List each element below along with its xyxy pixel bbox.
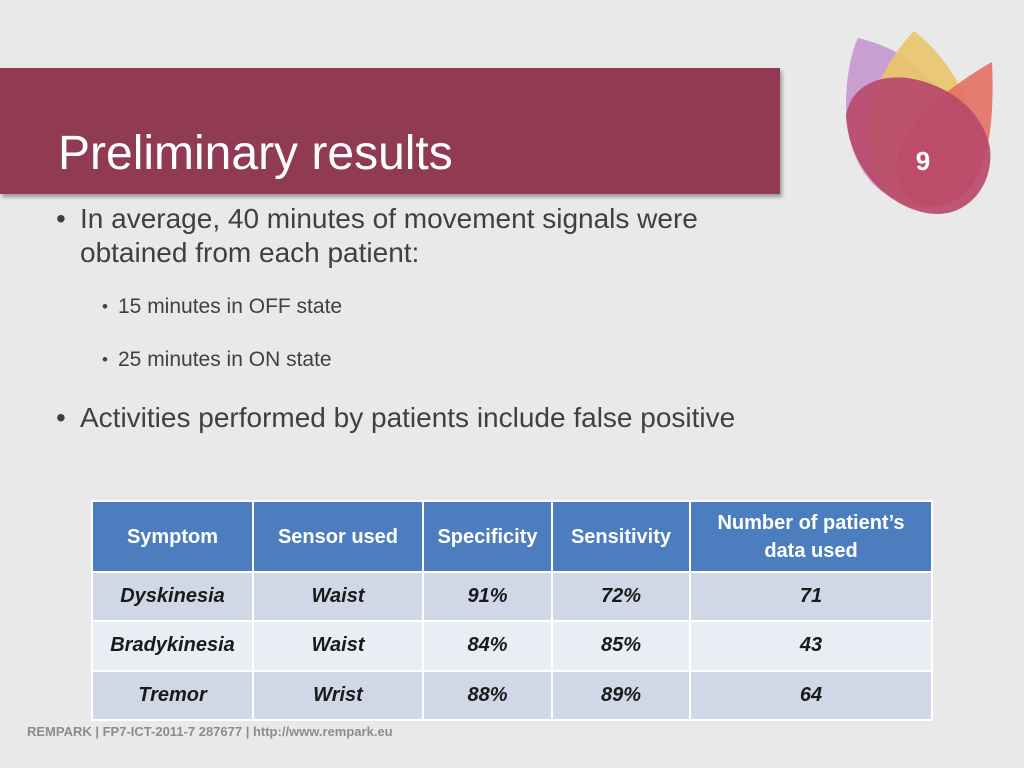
bullet-icon: • bbox=[102, 297, 108, 316]
table-header-row: Symptom Sensor used Specificity Sensitiv… bbox=[91, 500, 933, 573]
table-cell: 85% bbox=[551, 620, 691, 672]
table-row: Tremor Wrist 88% 89% 64 bbox=[91, 669, 933, 722]
table-cell: 88% bbox=[422, 669, 553, 722]
slide-title: Preliminary results bbox=[58, 127, 453, 180]
table-cell: 71 bbox=[689, 570, 933, 623]
table-cell: Waist bbox=[252, 570, 424, 623]
sub-bullet-text: 15 minutes in OFF state bbox=[118, 295, 343, 318]
column-header-specificity: Specificity bbox=[422, 500, 553, 573]
bullet-text: Activities performed by patients include… bbox=[80, 402, 736, 433]
table-cell: 72% bbox=[551, 570, 691, 623]
table-cell: 64 bbox=[689, 669, 933, 722]
sub-bullet-item: • 25 minutes in ON state bbox=[102, 347, 796, 373]
table-row: Bradykinesia Waist 84% 85% 43 bbox=[91, 620, 933, 672]
title-band: Preliminary results bbox=[0, 68, 780, 194]
table-row: Dyskinesia Waist 91% 72% 71 bbox=[91, 570, 933, 623]
table-cell: Bradykinesia bbox=[91, 620, 254, 672]
table-cell: Tremor bbox=[91, 669, 254, 722]
table-cell: Waist bbox=[252, 620, 424, 672]
petal-logo-icon bbox=[846, 31, 993, 214]
table-cell: Dyskinesia bbox=[91, 570, 254, 623]
column-header-symptom: Symptom bbox=[91, 500, 254, 573]
column-header-patients: Number of patient’s data used bbox=[689, 500, 933, 573]
bullet-text: In average, 40 minutes of movement signa… bbox=[80, 203, 698, 268]
bullet-item: • In average, 40 minutes of movement sig… bbox=[56, 202, 796, 270]
sub-bullet-item: • 15 minutes in OFF state bbox=[102, 294, 796, 320]
footer-text: REMPARK | FP7-ICT-2011-7 287677 | http:/… bbox=[27, 724, 393, 739]
table-cell: Wrist bbox=[252, 669, 424, 722]
sub-bullet-text: 25 minutes in ON state bbox=[118, 348, 332, 371]
table-cell: 91% bbox=[422, 570, 553, 623]
results-table: Symptom Sensor used Specificity Sensitiv… bbox=[91, 500, 933, 722]
column-header-sensitivity: Sensitivity bbox=[551, 500, 691, 573]
table-cell: 84% bbox=[422, 620, 553, 672]
bullet-icon: • bbox=[56, 402, 66, 433]
column-header-sensor: Sensor used bbox=[252, 500, 424, 573]
table-cell: 89% bbox=[551, 669, 691, 722]
table-cell: 43 bbox=[689, 620, 933, 672]
bullet-icon: • bbox=[56, 203, 66, 234]
bullet-list: • In average, 40 minutes of movement sig… bbox=[56, 202, 796, 435]
bullet-item: • Activities performed by patients inclu… bbox=[56, 401, 796, 435]
slide-number: 9 bbox=[915, 146, 931, 176]
bullet-icon: • bbox=[102, 350, 108, 369]
